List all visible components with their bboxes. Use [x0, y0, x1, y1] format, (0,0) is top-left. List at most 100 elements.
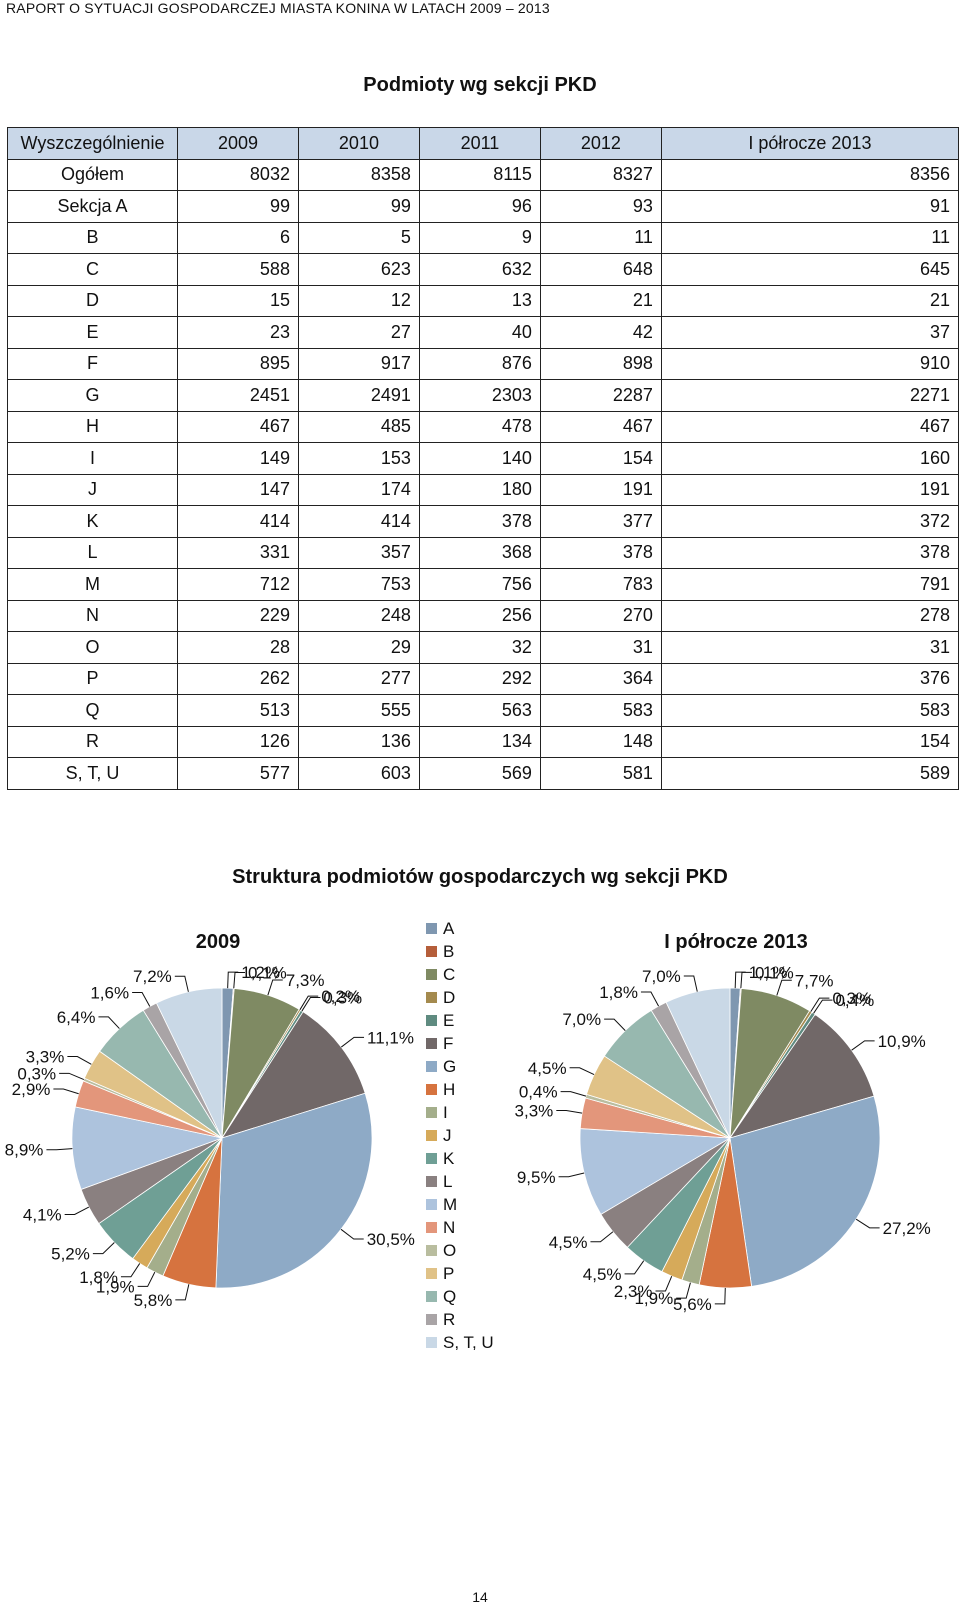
row-label: I [7, 442, 178, 475]
table-cell: 292 [418, 662, 541, 695]
table-cell: 2491 [297, 379, 420, 412]
data-label: 1,2% [241, 963, 280, 982]
data-label: 0,1% [248, 964, 287, 983]
legend-label: K [443, 1149, 455, 1168]
legend-swatch [426, 1015, 437, 1026]
label-leader-line [340, 1228, 364, 1240]
label-leader-line [46, 1148, 73, 1151]
table-cell: 174 [297, 473, 420, 506]
table-cell: 467 [177, 410, 299, 443]
table-cell: 277 [297, 662, 420, 695]
data-label: 9,5% [517, 1168, 556, 1187]
table-cell: 8115 [418, 158, 541, 191]
table-row: Sekcja A 99 99 96 93 91 [7, 190, 960, 223]
table-cell: 376 [660, 662, 960, 695]
column-header: Wyszczególnienie [7, 127, 178, 160]
row-label: M [7, 568, 178, 601]
table-cell: 414 [177, 505, 299, 538]
data-label: 1,8% [599, 983, 638, 1002]
pie-title: 2009 [196, 931, 241, 953]
table-row: M 712 753 756 783 791 [7, 568, 960, 601]
table-cell: 229 [177, 599, 299, 632]
table-cell: 569 [418, 757, 541, 790]
legend-label: H [443, 1080, 455, 1099]
label-leader-line [53, 1088, 79, 1095]
row-label: P [7, 662, 178, 695]
legend-label: F [443, 1034, 453, 1053]
legend-swatch [426, 1291, 437, 1302]
column-header: 2010 [297, 127, 420, 160]
table-cell: 581 [539, 757, 662, 790]
legend-label: E [443, 1011, 454, 1030]
label-leader-line [851, 1040, 875, 1051]
legend-label: M [443, 1195, 457, 1214]
table-cell: 910 [660, 347, 960, 380]
data-label: 1,1% [749, 963, 788, 982]
table-cell: 876 [418, 347, 541, 380]
data-label: 7,0% [642, 967, 681, 986]
table-cell: 467 [660, 410, 960, 443]
legend-label: A [443, 920, 455, 938]
chart-title: Struktura podmiotów gospodarczych wg sek… [232, 866, 728, 888]
table-cell: 6 [177, 221, 299, 254]
table-cell: 467 [539, 410, 662, 443]
legend-label: R [443, 1310, 455, 1329]
row-label: L [7, 536, 178, 569]
table-cell: 136 [297, 725, 420, 758]
legend-swatch [426, 1084, 437, 1095]
table-cell: 21 [660, 284, 960, 317]
table-header-row: Wyszczególnienie 2009 2010 2011 2012 I półroc… [7, 127, 960, 160]
table-cell: 753 [297, 568, 420, 601]
legend-label: C [443, 965, 455, 984]
table-cell: 21 [539, 284, 662, 317]
legend-swatch [426, 1268, 437, 1279]
label-leader-line [227, 971, 239, 989]
table-cell: 11 [660, 221, 960, 254]
data-label: 27,2% [883, 1219, 931, 1238]
row-label: O [7, 631, 178, 664]
column-header: 2009 [177, 127, 299, 160]
table-cell: 96 [418, 190, 541, 223]
table-row: E 23 27 40 42 37 [7, 316, 960, 349]
table-cell: 8356 [660, 158, 960, 191]
table-cell: 485 [297, 410, 420, 443]
row-label: H [7, 410, 178, 443]
table-cell: 154 [660, 725, 960, 758]
row-label: B [7, 221, 178, 254]
table-cell: 357 [297, 536, 420, 569]
table-row: F 895 917 876 898 910 [7, 347, 960, 380]
legend-swatch [426, 1199, 437, 1210]
legend-swatch [426, 1153, 437, 1164]
table-cell: 331 [177, 536, 299, 569]
column-header: 2011 [418, 127, 541, 160]
label-leader-line [676, 1282, 691, 1299]
table-row: O 28 29 32 31 31 [7, 631, 960, 664]
table-row: Q 513 555 563 583 583 [7, 694, 960, 727]
label-leader-line [569, 1067, 595, 1076]
label-leader-line [556, 1109, 583, 1114]
table-cell: 256 [418, 599, 541, 632]
table-cell: 589 [660, 757, 960, 790]
legend-label: I [443, 1103, 448, 1122]
pie-slice-stu [155, 987, 223, 1139]
table-cell: 40 [418, 316, 541, 349]
table-cell: 917 [297, 347, 420, 380]
data-label: 10,9% [878, 1032, 926, 1051]
table-cell: 513 [177, 694, 299, 727]
table-cell: 2287 [539, 379, 662, 412]
table-cell: 2451 [177, 379, 299, 412]
legend-label: L [443, 1172, 452, 1191]
table-cell: 15 [177, 284, 299, 317]
data-label: 4,5% [528, 1059, 567, 1078]
table-cell: 5 [297, 221, 420, 254]
page-number: 14 [472, 1589, 488, 1605]
table-cell: 99 [177, 190, 299, 223]
label-leader-line [558, 1172, 585, 1178]
legend-swatch [426, 1314, 437, 1325]
data-label: 5,6% [673, 1295, 712, 1314]
table-cell: 13 [418, 284, 541, 317]
data-label: 3,3% [26, 1048, 65, 1067]
table-cell: 37 [660, 316, 960, 349]
table-cell: 140 [418, 442, 541, 475]
